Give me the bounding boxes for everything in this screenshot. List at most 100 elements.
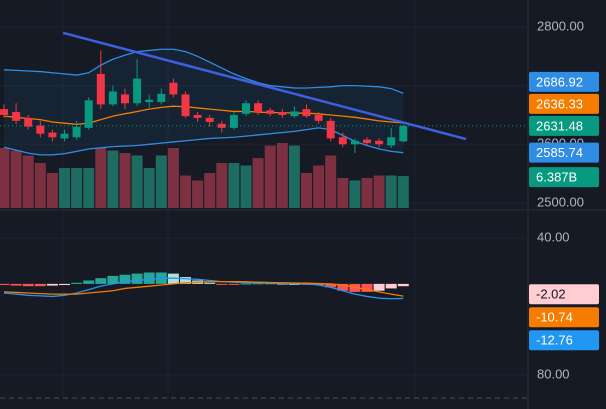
histogram-bar xyxy=(276,283,288,285)
volume-bar xyxy=(143,168,155,208)
value-badge xyxy=(529,167,599,188)
candle-body xyxy=(0,109,8,115)
candle-body xyxy=(96,73,105,105)
histogram-bar xyxy=(373,283,385,291)
value-badge xyxy=(529,93,599,114)
volume-bar xyxy=(397,176,409,208)
candle-body xyxy=(108,91,117,105)
histogram-bar xyxy=(143,272,155,284)
volume-bar xyxy=(107,150,119,208)
value-badge xyxy=(529,330,599,351)
histogram-bar xyxy=(95,278,107,284)
histogram-bar xyxy=(264,283,276,285)
volume-bar xyxy=(0,148,10,208)
volume-bar xyxy=(373,175,385,208)
volume-bar xyxy=(337,178,349,208)
volume-bar xyxy=(10,150,22,208)
volume-bar xyxy=(385,175,397,208)
candle-body xyxy=(314,114,323,121)
candle-body xyxy=(217,123,226,128)
y-tick-label: 2500.00 xyxy=(537,194,584,209)
candle-body xyxy=(157,93,166,103)
histogram-bar xyxy=(107,275,119,284)
volume-bar xyxy=(361,178,373,208)
candle-body xyxy=(363,139,371,144)
histogram-bar xyxy=(361,283,373,292)
y-tick-label: 40.00 xyxy=(537,230,570,245)
volume-bar xyxy=(95,148,107,208)
histogram-bar xyxy=(252,283,264,285)
candle-body xyxy=(338,137,347,145)
histogram-bar xyxy=(288,283,300,285)
volume-bar xyxy=(167,148,179,208)
value-badge xyxy=(529,115,599,136)
candle-body xyxy=(145,99,154,103)
candle-body xyxy=(24,117,33,127)
histogram-bar xyxy=(46,283,58,286)
candle-body xyxy=(169,82,178,95)
value-badge-label: 2585.74 xyxy=(536,145,583,160)
histogram-bar xyxy=(34,283,46,287)
candle-body xyxy=(36,125,45,134)
trendline xyxy=(62,31,467,141)
volume-bar xyxy=(180,175,191,208)
value-badge xyxy=(529,142,599,163)
candle-body xyxy=(84,100,93,128)
candle-body xyxy=(302,109,311,117)
candle-body xyxy=(181,94,190,117)
volume-bar xyxy=(240,165,252,208)
histogram-bar xyxy=(59,283,70,286)
volume-bar xyxy=(22,155,34,208)
indicator-line xyxy=(3,105,404,126)
candle-body xyxy=(12,112,21,121)
histogram-bar xyxy=(397,283,409,287)
volume-bar xyxy=(252,158,264,208)
candle-body xyxy=(229,114,238,128)
candle-body xyxy=(375,140,384,145)
candle-body xyxy=(205,117,214,123)
candle-body xyxy=(350,140,359,145)
value-badge xyxy=(529,71,599,92)
candle-body xyxy=(326,120,335,139)
histogram-bar xyxy=(204,282,216,284)
volume-bar xyxy=(34,163,46,208)
volume-bar xyxy=(264,145,276,208)
volume-bar xyxy=(228,163,240,208)
value-badge xyxy=(529,284,599,305)
volume-bar xyxy=(204,173,216,208)
candle-body xyxy=(266,110,275,114)
volume-bar xyxy=(216,163,228,208)
candle-body xyxy=(121,94,129,104)
histogram-bar xyxy=(83,280,95,284)
volume-bar xyxy=(301,173,312,208)
value-badge-label: -2.02 xyxy=(536,287,566,302)
volume-bar xyxy=(155,155,167,208)
histogram-bar xyxy=(325,283,337,288)
indicator-line xyxy=(3,280,404,297)
volume-bar xyxy=(83,168,95,208)
value-badge-label: 2686.92 xyxy=(536,74,583,89)
value-badge-label: -10.74 xyxy=(536,310,573,325)
volume-bar xyxy=(131,155,143,208)
histogram-bar xyxy=(337,283,349,291)
volume-bar xyxy=(313,165,325,208)
candle-body xyxy=(133,78,142,104)
volume-bar xyxy=(46,173,58,208)
volume-bar xyxy=(276,143,288,208)
volume-bar xyxy=(349,180,361,208)
histogram-bar xyxy=(119,274,131,284)
value-badge-label: -12.76 xyxy=(536,333,573,348)
candle-body xyxy=(387,137,396,146)
histogram-bar xyxy=(71,282,83,284)
candle-body xyxy=(60,133,69,139)
histogram-bar xyxy=(228,283,240,285)
volume-bar xyxy=(71,168,83,208)
candle-body xyxy=(193,114,202,118)
candle-body xyxy=(48,132,57,138)
histogram-bar xyxy=(131,273,143,284)
volume-bar xyxy=(119,153,131,208)
indicator-line xyxy=(3,48,404,94)
candle-body xyxy=(399,125,408,142)
value-badge xyxy=(529,307,599,328)
candle-body xyxy=(254,103,263,113)
